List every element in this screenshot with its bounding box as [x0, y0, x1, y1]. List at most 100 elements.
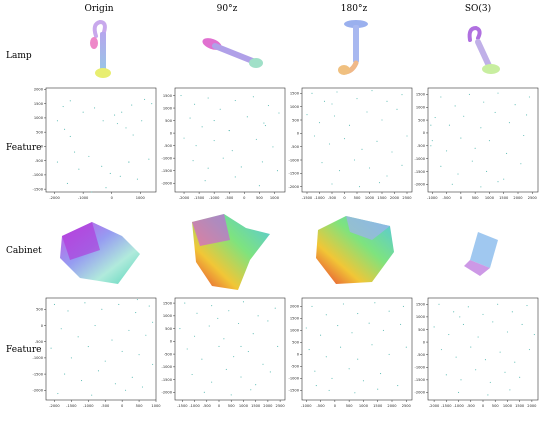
- scatter-point: [189, 117, 191, 119]
- x-tick-label: -500: [225, 196, 234, 200]
- y-tick-label: -1500: [289, 389, 300, 393]
- scatter-point: [261, 161, 263, 163]
- scatter-point: [430, 145, 432, 147]
- scatter-point: [406, 135, 408, 137]
- scatter-point: [263, 122, 265, 124]
- scatter-point: [467, 306, 469, 308]
- scatter-point: [67, 310, 69, 312]
- scatter-point: [69, 100, 71, 102]
- scatter-point: [84, 302, 86, 304]
- scatter-point: [315, 385, 317, 387]
- scatter-point: [486, 170, 488, 173]
- scatter-point: [357, 358, 359, 360]
- x-tick-label: 1500: [377, 196, 387, 200]
- scatter-point: [88, 155, 90, 157]
- feature-scatter-lamp-90z: -2000 -1500 -1000 -500 0 500 1000 1500 1000 500 0 -…: [162, 87, 286, 200]
- scatter-point: [482, 313, 484, 315]
- scatter-point: [124, 389, 127, 391]
- scatter-point: [453, 311, 455, 313]
- y-tick-label: 1000: [163, 106, 173, 110]
- scatter-point: [354, 392, 356, 394]
- scatter-point: [207, 167, 209, 169]
- y-tick-label: 1500: [416, 93, 426, 97]
- scatter-point: [211, 305, 213, 307]
- scatter-point: [348, 124, 351, 126]
- scatter-point: [331, 377, 333, 379]
- x-tick-label: -1000: [301, 404, 312, 408]
- x-tick-label: 500: [472, 196, 480, 200]
- scatter-point: [213, 140, 215, 142]
- scatter-point: [222, 157, 224, 159]
- scatter-point: [440, 349, 442, 351]
- x-tick-label: -1500: [302, 196, 313, 200]
- y-tick-label: -1000: [33, 173, 44, 177]
- x-tick-label: 2500: [528, 196, 538, 200]
- scatter-point: [201, 126, 203, 128]
- scatter-point: [264, 125, 266, 127]
- scatter-point: [351, 332, 353, 334]
- scatter-point: [405, 346, 407, 348]
- x-tick-label: 1500: [499, 196, 509, 200]
- scatter-point: [386, 175, 388, 177]
- x-tick-label: 1000: [485, 196, 495, 200]
- y-tick-label: -500: [291, 365, 300, 369]
- scatter-point: [57, 392, 59, 395]
- scatter-point: [138, 354, 140, 356]
- plot-frame: [301, 297, 413, 401]
- x-tick-label: 0: [111, 196, 114, 200]
- scatter-point: [94, 107, 96, 109]
- x-tick-label: 0: [334, 404, 337, 408]
- lamp-render-so3: [467, 25, 500, 74]
- feature-scatter-cabinet-origin: -2000 -1500 -1000 -500 0 500 1000 500 0 -500 -1000…: [33, 297, 161, 408]
- scatter-point: [114, 383, 116, 385]
- y-tick-label: 500: [165, 119, 173, 123]
- x-tick-label: -1500: [66, 404, 77, 408]
- scatter-point: [131, 376, 133, 378]
- scatter-point: [66, 182, 68, 185]
- y-tick-label: 1500: [416, 303, 426, 307]
- lamp-render-90z: [202, 38, 263, 68]
- plot-frame: [45, 87, 157, 193]
- y-tick-label: -2000: [33, 389, 44, 393]
- x-tick-label: 500: [136, 404, 144, 408]
- x-tick-label: -2000: [179, 196, 190, 200]
- scatter-point: [230, 394, 232, 396]
- scatter-point: [382, 329, 384, 331]
- scatter-point: [267, 104, 269, 107]
- scatter-point: [313, 135, 316, 137]
- scatter-point: [328, 143, 331, 145]
- scatter-point: [234, 99, 236, 102]
- scatter-point: [80, 380, 83, 382]
- scatter-point: [183, 137, 185, 139]
- x-tick-label: 2000: [527, 404, 537, 408]
- y-tick-label: -1000: [289, 377, 300, 381]
- scatter-point: [136, 299, 138, 301]
- scatter-point: [105, 187, 107, 189]
- y-tick-label: 2000: [34, 88, 44, 92]
- x-tick-label: -500: [328, 196, 337, 200]
- scatter-point: [497, 181, 499, 183]
- scatter-point: [462, 323, 464, 325]
- x-tick-label: 1000: [270, 196, 280, 200]
- y-tick-label: 500: [292, 118, 300, 122]
- scatter-point: [278, 112, 280, 114]
- scatter-point: [340, 346, 342, 348]
- scatter-point: [494, 111, 496, 113]
- y-tick-label: 0: [170, 131, 173, 135]
- scatter-point: [463, 115, 465, 117]
- plot-frame: [45, 297, 157, 401]
- scatter-point: [526, 305, 528, 307]
- scatter-point: [523, 134, 525, 137]
- cabinet-render-90z: [192, 214, 270, 290]
- x-tick-label: 2000: [263, 404, 273, 408]
- scatter-point: [152, 363, 154, 365]
- scatter-point: [503, 178, 505, 180]
- scatter-point: [451, 183, 453, 185]
- y-tick-label: -2000: [415, 183, 426, 187]
- scatter-point: [203, 391, 205, 393]
- x-tick-label: 2500: [276, 404, 286, 408]
- column-title-90z: 90°z: [217, 4, 238, 14]
- scatter-point: [213, 120, 215, 122]
- scatter-point: [440, 96, 442, 98]
- scatter-point: [208, 325, 210, 327]
